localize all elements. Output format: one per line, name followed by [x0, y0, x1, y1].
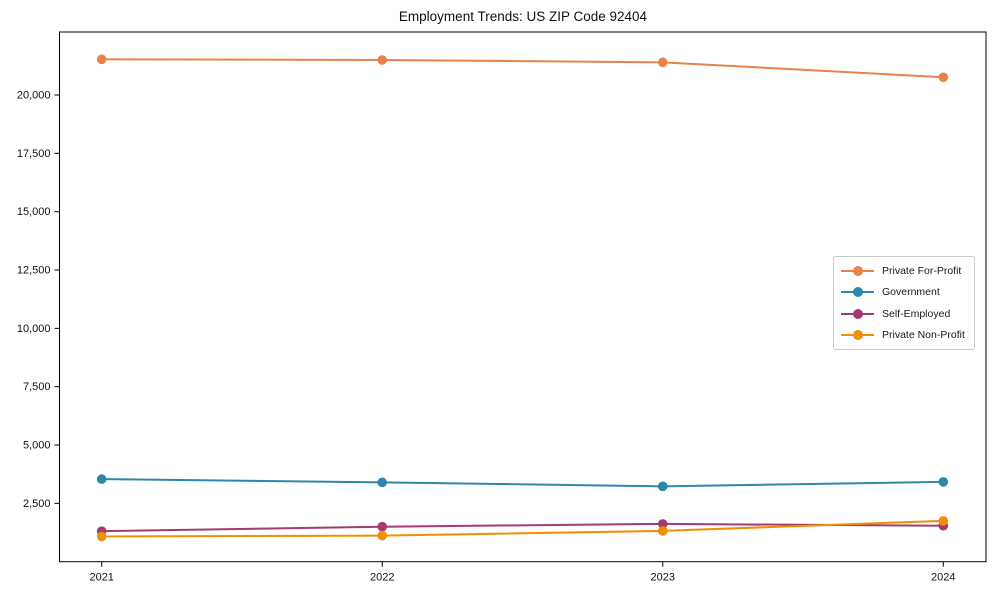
data-point-marker [377, 55, 388, 65]
data-point-marker [657, 519, 668, 529]
data-point-marker [657, 57, 668, 68]
legend-label: Government [882, 286, 940, 299]
y-tick-label: 7,500 [23, 381, 51, 393]
data-point-marker [938, 477, 949, 487]
data-point-marker [938, 72, 949, 83]
y-tick-label: 5,000 [23, 440, 51, 452]
legend-item-private-non-profit: Private Non-Profit [841, 325, 970, 345]
data-point-marker [657, 526, 668, 536]
legend: Private For-Profit Government Self-Emplo… [833, 256, 975, 350]
x-tick-label: 2024 [931, 572, 955, 584]
data-point-marker [377, 530, 388, 541]
series-line-self-employed [101, 522, 944, 533]
data-point-marker [96, 54, 107, 65]
legend-item-government: Government [841, 282, 970, 302]
legend-label: Self-Employed [882, 307, 951, 320]
y-tick-label: 15,000 [17, 206, 51, 218]
legend-item-private-for-profit: Private For-Profit [841, 261, 970, 281]
x-tick-label: 2021 [89, 572, 113, 584]
legend-label: Private For-Profit [882, 264, 962, 277]
plot-border [59, 31, 987, 563]
y-tick-label: 10,000 [17, 323, 51, 335]
data-point-marker [377, 521, 388, 532]
data-point-marker [657, 481, 668, 492]
data-point-marker [96, 474, 107, 484]
line-marker-icon [841, 265, 874, 276]
series-line-private-non-profit [101, 519, 944, 538]
series-line-government [101, 478, 944, 488]
y-tick-label: 20,000 [17, 90, 51, 102]
y-tick-label: 12,500 [17, 265, 51, 277]
line-marker-icon [841, 287, 874, 298]
series-line-private-for-profit [101, 58, 944, 79]
y-tick-label: 2,500 [23, 498, 51, 510]
data-point-marker [377, 477, 388, 488]
line-marker-icon [841, 308, 874, 319]
x-tick-label: 2022 [370, 572, 394, 584]
chart-title: Employment Trends: US ZIP Code 92404 [398, 9, 648, 24]
legend-label: Private Non-Profit [882, 329, 965, 342]
data-point-marker [96, 531, 107, 542]
legend-item-self-employed: Self-Employed [841, 304, 970, 324]
x-tick-label: 2023 [651, 572, 675, 584]
data-point-marker [938, 516, 949, 526]
line-marker-icon [841, 330, 874, 341]
y-tick-label: 17,500 [17, 148, 51, 160]
